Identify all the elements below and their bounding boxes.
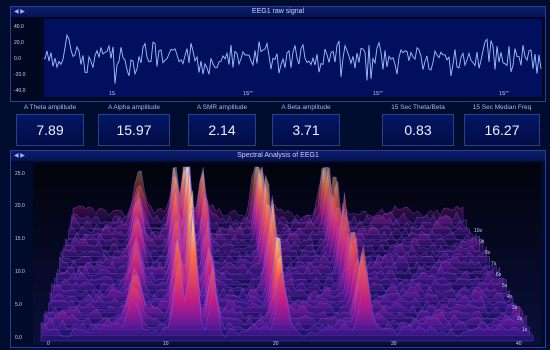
beta-amplitude-tile: A Beta amplitude 3.71 [272, 104, 340, 148]
x-tick: 1S [109, 91, 116, 97]
metric-label: 15 Sec Median Freq [472, 104, 532, 111]
depth-tick: 3s [512, 305, 518, 311]
theta-amplitude-tile: A Theta amplitude 7.89 [16, 104, 84, 148]
y-tick: 20.0 [15, 203, 25, 209]
panel-menu-icon[interactable]: ◀ ▶ [14, 153, 25, 159]
x-tick: 1S°" [373, 91, 383, 97]
depth-tick: 5s [502, 283, 508, 289]
metric-value: 2.14 [188, 114, 256, 146]
x-tick: 40 [516, 341, 522, 347]
spectral-layer [40, 212, 534, 342]
y-tick: 10.0 [15, 269, 25, 275]
depth-tick: 1s [522, 327, 528, 333]
metric-value: 0.83 [382, 114, 454, 146]
x-tick: 1S°" [499, 91, 509, 97]
raw-signal-trace [43, 33, 542, 84]
metric-value: 16.27 [464, 114, 540, 146]
panel-menu-icon[interactable]: ◀ ▶ [14, 9, 25, 15]
y-tick: 20.0 [14, 40, 24, 46]
raw-signal-plot [43, 19, 542, 97]
y-tick: -40.0 [14, 88, 26, 94]
smr-amplitude-tile: A SMR amplitude 2.14 [188, 104, 256, 148]
x-tick: 10 [163, 341, 169, 347]
alpha-amplitude-tile: A Alpha amplitude 15.97 [98, 104, 170, 148]
depth-tick: 10s [474, 228, 483, 234]
y-tick: -20.0 [14, 72, 26, 78]
y-tick: 0.0 [15, 335, 22, 341]
spectral-waterfall [40, 166, 534, 342]
raw-signal-title: EEG1 raw signal [11, 7, 545, 17]
y-tick: 0.0 [14, 56, 21, 62]
depth-tick: 9s [479, 239, 485, 245]
metric-value: 3.71 [272, 114, 340, 146]
theta-beta-ratio-tile: 15 Sec Theta/Beta 0.83 [382, 104, 454, 148]
x-tick: 20 [273, 341, 279, 347]
metric-label: A Beta amplitude [281, 104, 331, 111]
amplitude-metrics: A Theta amplitude 7.89 A Alpha amplitude… [6, 104, 544, 148]
metric-value: 15.97 [98, 114, 170, 146]
spectral-title: Spectral Analysis of EEG1 [11, 151, 545, 161]
y-tick: 40.0 [14, 24, 24, 30]
x-tick: 30 [391, 341, 397, 347]
spectral-3d-chart [33, 163, 541, 345]
y-tick: 15.0 [15, 236, 25, 242]
spectral-plot [33, 163, 541, 345]
spectral-panel: Spectral Analysis of EEG1 ◀ ▶ 25.0 20.0 … [10, 150, 546, 348]
metric-value: 7.89 [16, 114, 84, 146]
depth-tick: 2s [517, 316, 523, 322]
metric-label: A SMR amplitude [196, 104, 248, 111]
x-tick: 1S°" [243, 91, 253, 97]
x-tick: 0 [47, 341, 50, 347]
depth-tick: 7s [491, 261, 497, 267]
y-tick: 25.0 [15, 171, 25, 177]
raw-signal-chart [43, 33, 542, 84]
metric-label: 15 Sec Theta/Beta [391, 104, 445, 111]
y-tick: 5.0 [15, 302, 22, 308]
raw-signal-panel: EEG1 raw signal ◀ ▶ 40.0 20.0 0.0 -20.0 … [10, 6, 546, 102]
depth-tick: 4s [507, 294, 513, 300]
depth-tick: 6s [496, 272, 502, 278]
depth-tick: 8s [485, 250, 491, 256]
metric-label: A Alpha amplitude [107, 104, 161, 111]
median-freq-tile: 15 Sec Median Freq 16.27 [464, 104, 540, 148]
metric-label: A Theta amplitude [23, 104, 77, 111]
